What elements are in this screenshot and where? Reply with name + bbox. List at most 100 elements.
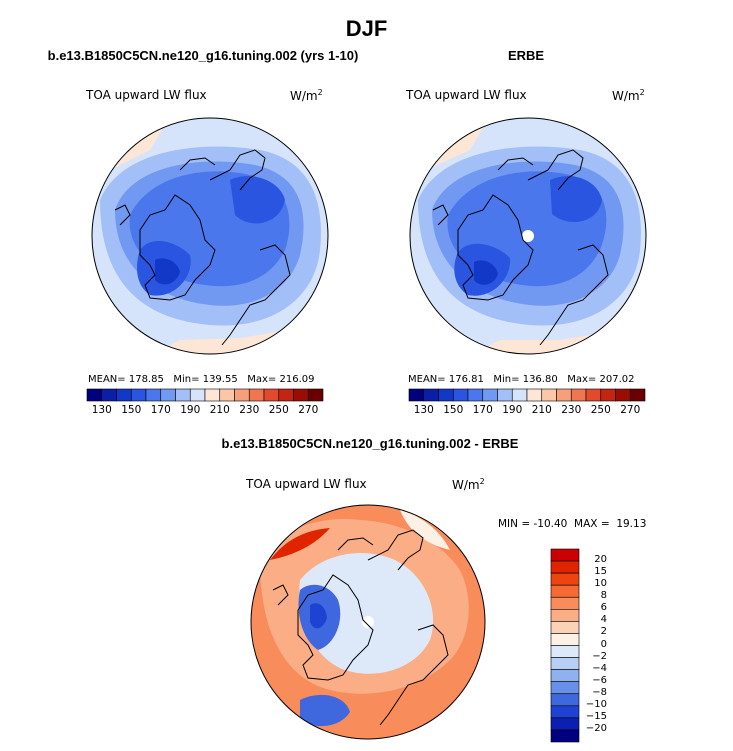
panel-2-map-border: [409, 117, 647, 355]
panel-3-colorbar-cell: [550, 645, 580, 658]
panel-3-colorbar-cell: [550, 572, 580, 586]
panel-3-title: b.e13.B1850C5CN.ne120_g16.tuning.002 - E…: [221, 436, 519, 451]
panel-3-colorbar-tick-label: 2: [600, 626, 607, 638]
panel-3-colorbar-tick-label: 10: [594, 578, 607, 590]
panel-3-colorbar-cell: [550, 705, 580, 719]
panel-3-colorbar-cell: [550, 633, 580, 646]
panel-1-colorbar-cell: [278, 388, 294, 402]
panel-2-colorbar-cell: [438, 388, 454, 402]
panel-3-colorbar-cell: [550, 681, 580, 695]
panel-2-colorbar-cell: [600, 388, 616, 402]
panel-3-colorbar-tick-label: 20: [594, 554, 607, 566]
panel-3-colorbar-tick-label: 15: [594, 566, 607, 578]
panel-3-colorbar-cell: [550, 717, 580, 731]
panel-3-positive-max: [270, 528, 330, 560]
panel-2-map: [410, 118, 646, 354]
panel-1-colorbar-cell: [86, 388, 103, 402]
panel-1-colorbar-tick-label: 270: [298, 404, 319, 416]
panel-1-units: W/m2: [290, 88, 323, 103]
panel-1-colorbar-cell: [101, 388, 117, 402]
panel-2-colorbar-cell: [526, 388, 543, 402]
panel-1-title: b.e13.B1850C5CN.ne120_g16.tuning.002 (yr…: [47, 48, 359, 63]
panel-1-colorbar-tick-label: 230: [239, 404, 260, 416]
panel-3-map-border: [250, 504, 486, 740]
panel-3-colorbar-tick-label: 8: [600, 590, 607, 602]
panel-1-colorbar-tick-label: 190: [180, 404, 201, 416]
panel-3-stats: MIN = -10.40 MAX = 19.13: [498, 518, 647, 530]
panel-3-colorbar-cell: [550, 729, 580, 743]
panel-2-contour-e: [550, 176, 602, 223]
panel-3-colorbar-tick-label: −15: [585, 710, 607, 722]
panel-1-contour-e: [230, 176, 285, 224]
panel-3-colorbar-tick-label: −10: [585, 698, 607, 710]
panel-2-colorbar-cell: [482, 388, 498, 402]
panel-1-colorbar-cell: [145, 388, 162, 402]
panel-2-min-core: [474, 260, 498, 285]
panel-3-negative-south: [300, 694, 350, 727]
panel-3-colorbar-cell: [550, 596, 580, 610]
panel-1-stats: MEAN= 178.85 Min= 139.55 Max= 216.09: [88, 374, 315, 385]
panel-1-colorbar-cell: [175, 388, 191, 402]
panel-2-colorbar-cell: [423, 388, 439, 402]
panel-1-colorbar-tick-label: 250: [268, 404, 289, 416]
panel-1-map-border: [91, 117, 329, 355]
panel-3-colorbar-cell: [550, 548, 580, 562]
panel-3-colorbar-cell: [550, 693, 580, 707]
panel-2-colorbar-tick-label: 250: [590, 404, 611, 416]
panel-3-colorbar-tick-label: 6: [600, 602, 607, 614]
panel-3-negative-min: [310, 603, 327, 629]
panel-3-neutral-core: [299, 552, 434, 674]
panel-2-colorbar-tick-label: 270: [620, 404, 641, 416]
panel-2-colorbar-cell: [467, 388, 484, 402]
panel-3-colorbar: [550, 548, 580, 743]
panel-2-colorbar-tick-label: 190: [502, 404, 523, 416]
panel-2-pole-gap: [522, 230, 534, 242]
panel-1-colorbar: [86, 388, 324, 402]
panel-1-colorbar-tick-label: 170: [150, 404, 171, 416]
panel-1-colorbar-cell: [116, 388, 132, 402]
panel-1-colorbar-tick-label: 210: [209, 404, 230, 416]
panel-3-colorbar-cell: [550, 657, 580, 670]
panel-2-colorbar-cell: [629, 388, 646, 402]
panel-1-colorbar-cell: [219, 388, 235, 402]
panel-3-colorbar-cell: [550, 609, 580, 622]
panel-3-coastlines: [272, 529, 449, 726]
panel-2-title: ERBE: [507, 48, 545, 63]
panel-1-colorbar-cell: [293, 388, 309, 402]
panel-3-colorbar-tick-label: −4: [592, 662, 607, 674]
panel-3-colorbar-tick-label: −20: [585, 722, 607, 734]
panel-2-colorbar-cell: [570, 388, 587, 402]
panel-1-colorbar-tick-label: 150: [121, 404, 142, 416]
panel-3-colorbar-cell: [550, 621, 580, 634]
panel-2-colorbar-cell: [408, 388, 425, 402]
panel-2-colorbar-cell: [615, 388, 631, 402]
panel-2-colorbar-cell: [541, 388, 557, 402]
panel-3-colorbar-tick-label: −8: [592, 686, 607, 698]
panel-2-colorbar-tick-label: 230: [561, 404, 582, 416]
panel-3-variable-label: TOA upward LW flux: [246, 477, 367, 491]
panel-1-colorbar-cell: [204, 388, 221, 402]
panel-2-colorbar-tick-label: 210: [531, 404, 552, 416]
panel-2-colorbar-cell: [585, 388, 602, 402]
panel-2-colorbar: [408, 388, 646, 402]
panel-2-stats: MEAN= 176.81 Min= 136.80 Max= 207.02: [408, 374, 635, 385]
panel-1-variable-label: TOA upward LW flux: [86, 88, 207, 102]
panel-2-coastlines: [432, 149, 609, 346]
panel-1-colorbar-tick-label: 130: [91, 404, 112, 416]
panel-1-min-core: [155, 258, 180, 285]
panel-3-colorbar-tick-label: 0: [600, 638, 607, 650]
panel-1-colorbar-cell: [248, 388, 265, 402]
panel-3-map: [251, 505, 485, 739]
panel-3-units: W/m2: [452, 477, 485, 492]
panel-1-colorbar-cell: [263, 388, 280, 402]
figure-title: DJF: [345, 16, 388, 41]
panel-3-colorbar-tick-label: −2: [592, 650, 607, 662]
panel-1-map: [92, 118, 328, 354]
panel-2-colorbar-tick-label: 170: [472, 404, 493, 416]
panel-1-coastlines: [114, 149, 291, 346]
panel-1-colorbar-cell: [130, 388, 147, 402]
panel-3-colorbar-tick-label: −6: [592, 674, 607, 686]
panel-1-colorbar-cell: [189, 388, 206, 402]
panel-1-colorbar-cell: [160, 388, 176, 402]
